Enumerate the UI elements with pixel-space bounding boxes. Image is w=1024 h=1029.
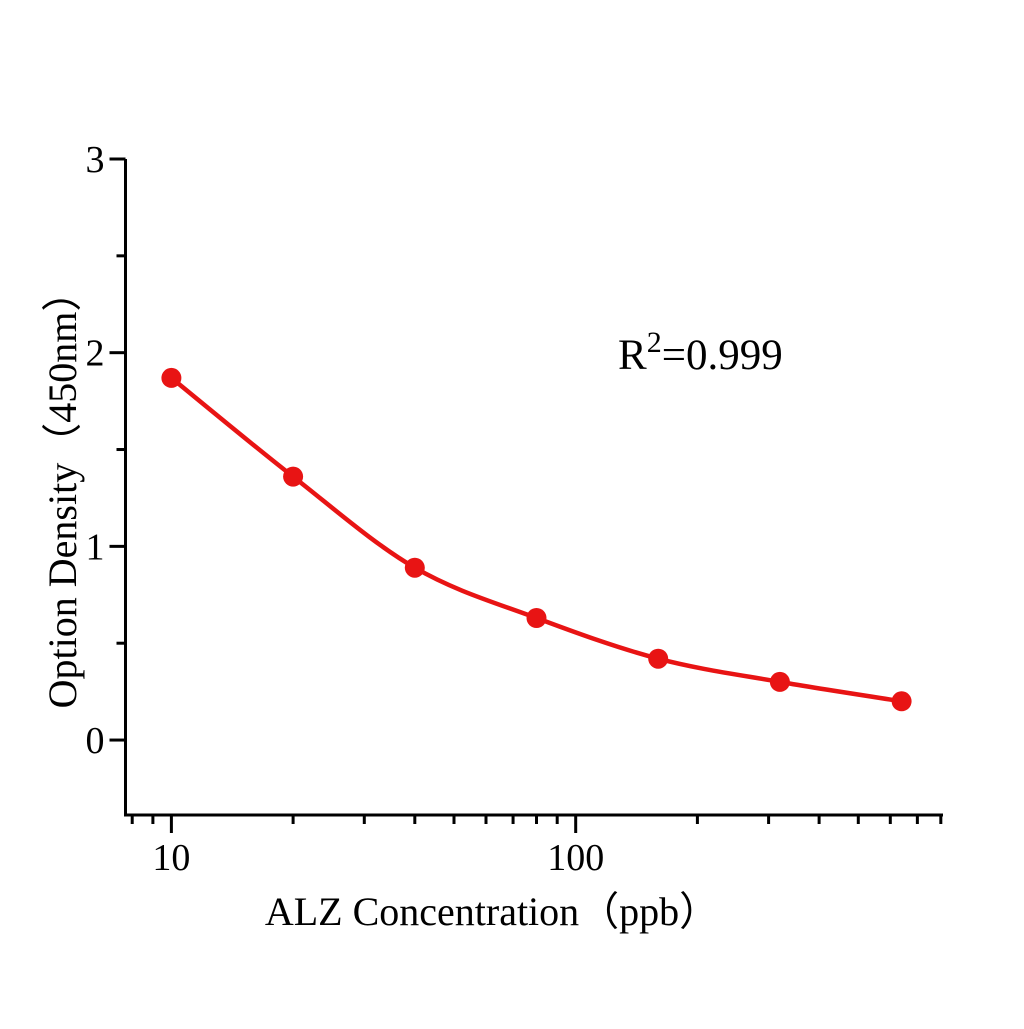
y-axis-tick-label: 0 (86, 720, 105, 762)
data-point (404, 557, 425, 578)
y-axis-tick-label: 1 (86, 526, 105, 568)
y-axis-title: Option Density（450nm） (40, 272, 85, 709)
x-axis-tick-label: 10 (152, 837, 190, 879)
data-point (648, 648, 669, 669)
data-point (526, 608, 547, 628)
r-squared-annotation: R2=0.999 (618, 326, 783, 379)
data-point (161, 367, 182, 388)
y-axis-tick-label: 2 (86, 333, 105, 375)
x-axis-tick-label: 100 (547, 837, 604, 879)
x-axis-title: ALZ Concentration（ppb） (265, 889, 719, 934)
data-point (769, 671, 790, 692)
data-point (891, 691, 912, 712)
y-axis-tick-label: 3 (86, 139, 105, 181)
data-point (283, 466, 304, 487)
fit-curve (169, 375, 904, 704)
